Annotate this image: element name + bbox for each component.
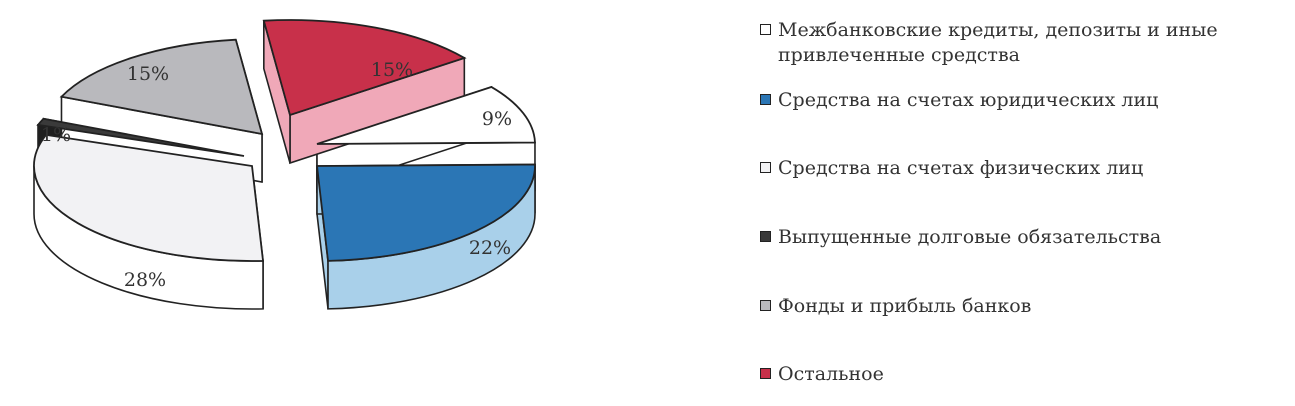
legend-item-debt: Выпущенные долговые обязательства: [760, 225, 1248, 250]
legend-swatch-funds: [760, 300, 771, 311]
legend-swatch-other: [760, 368, 771, 379]
pie-slice-interbank: [316, 85, 536, 145]
legend-item-funds: Фонды и прибыль банков: [760, 294, 1248, 319]
legend-item-legal-entities: Средства на счетах юридических лиц: [760, 88, 1248, 113]
pie-chart: 9% 22% 28% 1% 15% 15%: [33, 19, 536, 310]
legend-swatch-legal-entities: [760, 94, 771, 105]
pie-label-other: 15%: [371, 59, 413, 81]
pie-slice-individuals: [33, 133, 265, 262]
pie-label-funds: 15%: [127, 63, 169, 85]
legend-label-other: Остальное: [778, 363, 884, 385]
pie-label-legal-entities: 22%: [469, 237, 511, 259]
legend-item-interbank: Межбанковские кредиты, депозиты и иные п…: [760, 18, 1248, 68]
pie-slice-other: [262, 19, 467, 117]
pie-slice-debt: [36, 117, 245, 157]
legend-label-funds: Фонды и прибыль банков: [778, 295, 1032, 317]
legend-item-other: Остальное: [760, 362, 1248, 387]
legend-swatch-interbank: [760, 24, 771, 35]
legend-item-individuals: Средства на счетах физических лиц: [760, 156, 1248, 181]
legend-label-individuals: Средства на счетах физических лиц: [778, 157, 1144, 179]
legend-label-debt: Выпущенные долговые обязательства: [778, 226, 1162, 248]
pie-label-interbank: 9%: [482, 108, 512, 130]
pie-slice-legal-entities: [315, 163, 536, 262]
pie-label-debt: 1%: [41, 124, 71, 146]
pie-slice-funds: [59, 38, 264, 136]
legend-label-interbank: Межбанковские кредиты, депозиты и иные п…: [778, 19, 1218, 66]
pie-label-individuals: 28%: [124, 269, 166, 291]
legend-swatch-debt: [760, 231, 771, 242]
legend-swatch-individuals: [760, 162, 771, 173]
legend-label-legal-entities: Средства на счетах юридических лиц: [778, 89, 1159, 111]
